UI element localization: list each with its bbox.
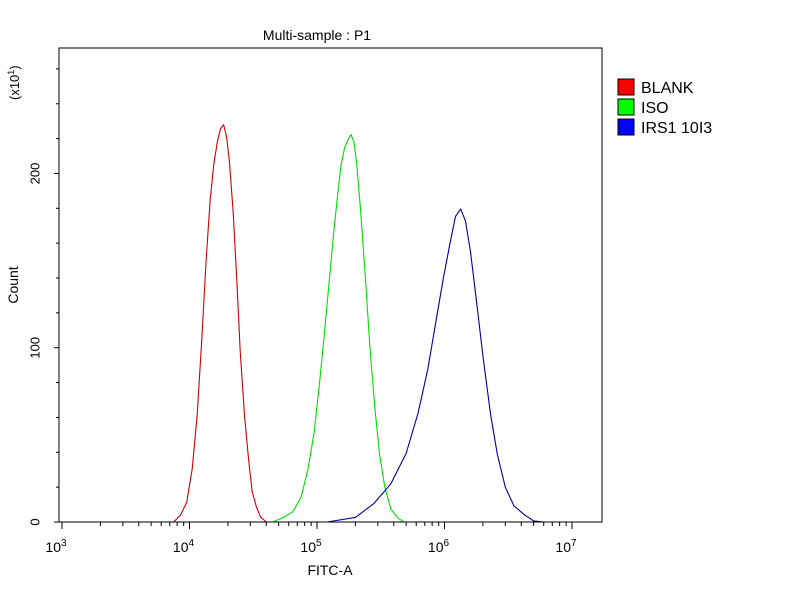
- y-multiplier-prefix: (x10: [7, 75, 22, 100]
- x-tick-base: 10: [428, 539, 444, 555]
- x-tick-exponent: 3: [61, 538, 67, 549]
- y-axis-ticks: 0 100 200: [27, 68, 59, 526]
- chart-title: Multi-sample : P1: [263, 27, 371, 43]
- x-axis-label: FITC-A: [307, 562, 353, 578]
- x-tick-base: 10: [555, 539, 571, 555]
- y-multiplier-suffix: ): [7, 65, 22, 69]
- series-line-0: [173, 124, 267, 523]
- legend-swatch-0: [617, 78, 635, 96]
- legend-label-0: BLANK: [641, 80, 694, 97]
- x-tick-base: 10: [300, 539, 316, 555]
- x-tick-label: 104: [173, 538, 195, 555]
- x-tick-base: 10: [45, 539, 61, 555]
- x-tick-base: 10: [173, 539, 189, 555]
- x-tick-exponent: 4: [189, 538, 195, 549]
- series-line-2: [327, 208, 544, 523]
- x-tick-label: 106: [428, 538, 450, 555]
- legend: BLANK ISO IRS1 10I3: [617, 78, 712, 137]
- x-tick-label: 105: [300, 538, 322, 555]
- legend-label-2: IRS1 10I3: [641, 120, 712, 137]
- legend-label-1: ISO: [641, 100, 669, 117]
- series-line-1: [272, 133, 405, 523]
- x-tick-label: 107: [555, 538, 577, 555]
- x-tick-exponent: 5: [316, 538, 322, 549]
- y-tick-label: 0: [27, 518, 42, 525]
- y-multiplier-label: (x101): [6, 65, 22, 100]
- series-lines: [173, 124, 544, 523]
- x-tick-label: 103: [45, 538, 67, 555]
- y-multiplier-exponent: 1: [6, 70, 16, 75]
- plot-area-frame: [58, 47, 603, 523]
- legend-swatch-2: [617, 118, 635, 136]
- x-tick-exponent: 7: [571, 538, 577, 549]
- x-axis-ticks: 103 104 105 106 107: [45, 522, 577, 555]
- x-tick-exponent: 6: [444, 538, 450, 549]
- y-tick-label: 100: [27, 337, 42, 359]
- y-axis-label: Count: [5, 266, 21, 303]
- legend-swatch-1: [617, 98, 635, 116]
- y-tick-label: 200: [27, 163, 42, 185]
